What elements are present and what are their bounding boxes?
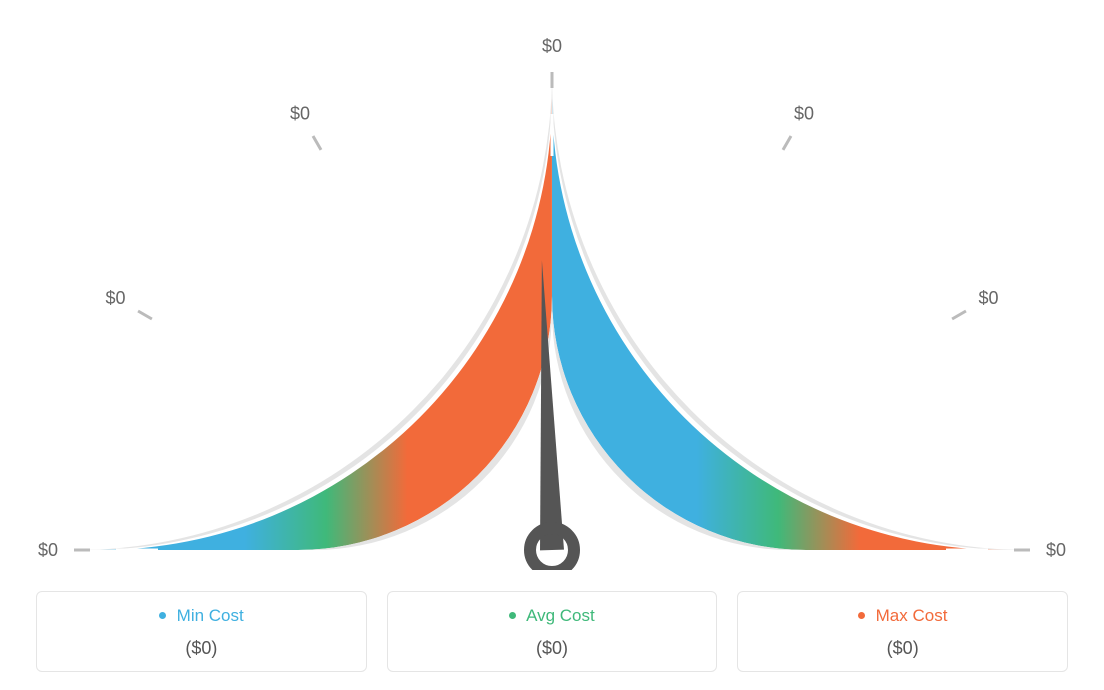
gauge-tick-label: $0 — [1046, 540, 1066, 560]
gauge-tick-label: $0 — [290, 104, 310, 124]
gauge-tick-label: $0 — [106, 288, 126, 308]
legend-value-min: ($0) — [47, 638, 356, 659]
gauge-svg: $0 $0 $0 $0 $0 $0 $0 — [12, 10, 1092, 570]
dot-avg — [509, 612, 516, 619]
legend-title-avg: Avg Cost — [398, 606, 707, 626]
legend-row: Min Cost ($0) Avg Cost ($0) Max Cost ($0… — [36, 591, 1068, 672]
legend-card-max: Max Cost ($0) — [737, 591, 1068, 672]
dot-min — [159, 612, 166, 619]
legend-value-avg: ($0) — [398, 638, 707, 659]
legend-label-max: Max Cost — [876, 606, 948, 625]
gauge-tick-label: $0 — [542, 36, 562, 56]
legend-value-max: ($0) — [748, 638, 1057, 659]
dot-max — [858, 612, 865, 619]
legend-title-min: Min Cost — [47, 606, 356, 626]
legend-label-min: Min Cost — [177, 606, 244, 625]
legend-title-max: Max Cost — [748, 606, 1057, 626]
cost-gauge-container: $0 $0 $0 $0 $0 $0 $0 Min Cost ($0) Avg Cost ($… — [0, 0, 1104, 690]
gauge-chart: $0 $0 $0 $0 $0 $0 $0 — [12, 10, 1092, 570]
legend-card-avg: Avg Cost ($0) — [387, 591, 718, 672]
legend-label-avg: Avg Cost — [526, 606, 595, 625]
gauge-tick-label: $0 — [978, 288, 998, 308]
gauge-tick-label: $0 — [794, 104, 814, 124]
gauge-tick-label: $0 — [38, 540, 58, 560]
legend-card-min: Min Cost ($0) — [36, 591, 367, 672]
